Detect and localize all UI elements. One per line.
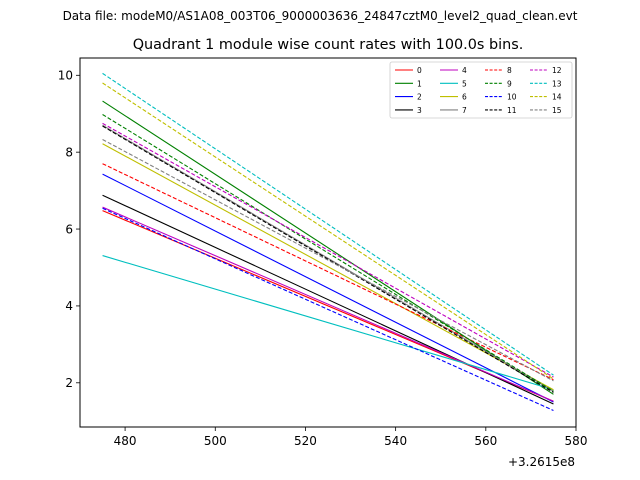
x-tick-label: 540	[384, 434, 407, 448]
legend-label-3: 3	[417, 106, 422, 115]
x-tick-label: 480	[114, 434, 137, 448]
legend-label-11: 11	[507, 106, 517, 115]
series-line-8	[102, 163, 554, 381]
legend-label-9: 9	[507, 79, 512, 88]
legend-label-14: 14	[552, 93, 562, 102]
y-tick-label: 8	[65, 145, 73, 159]
series-line-12	[102, 122, 554, 378]
legend-label-15: 15	[552, 106, 562, 115]
legend-label-4: 4	[462, 66, 467, 75]
legend-label-2: 2	[417, 93, 422, 102]
series-line-14	[102, 82, 554, 380]
series-line-15	[102, 139, 554, 382]
y-tick-label: 2	[65, 376, 73, 390]
legend-box	[389, 61, 573, 119]
series-line-7	[102, 124, 554, 392]
series-line-9	[102, 114, 554, 392]
legend-label-12: 12	[552, 66, 562, 75]
y-tick-label: 4	[65, 299, 73, 313]
legend-label-6: 6	[462, 93, 467, 102]
plot-lines	[102, 72, 554, 411]
y-tick-label: 10	[58, 69, 73, 83]
x-tick-label: 500	[204, 434, 227, 448]
series-line-13	[102, 72, 554, 376]
legend-label-7: 7	[462, 106, 467, 115]
x-axis-offset-label: +3.2615e8	[508, 455, 575, 469]
series-line-4	[102, 206, 554, 402]
series-line-10	[102, 207, 554, 411]
series-line-5	[102, 255, 554, 391]
x-tick-label: 580	[565, 434, 588, 448]
x-tick-label: 560	[474, 434, 497, 448]
legend-label-10: 10	[507, 93, 517, 102]
legend-label-1: 1	[417, 79, 422, 88]
legend-label-13: 13	[552, 79, 562, 88]
plot-frame	[79, 57, 577, 428]
legend-label-8: 8	[507, 66, 512, 75]
series-line-2	[102, 173, 554, 403]
figure-suptitle: Data file: modeM0/AS1A08_003T06_90000036…	[63, 9, 578, 23]
legend-label-0: 0	[417, 66, 422, 75]
legend-label-5: 5	[462, 79, 467, 88]
series-line-6	[102, 143, 554, 391]
series-line-11	[102, 125, 554, 393]
y-tick-label: 6	[65, 222, 73, 236]
chart-title: Quadrant 1 module wise count rates with …	[133, 37, 524, 53]
x-tick-label: 520	[294, 434, 317, 448]
